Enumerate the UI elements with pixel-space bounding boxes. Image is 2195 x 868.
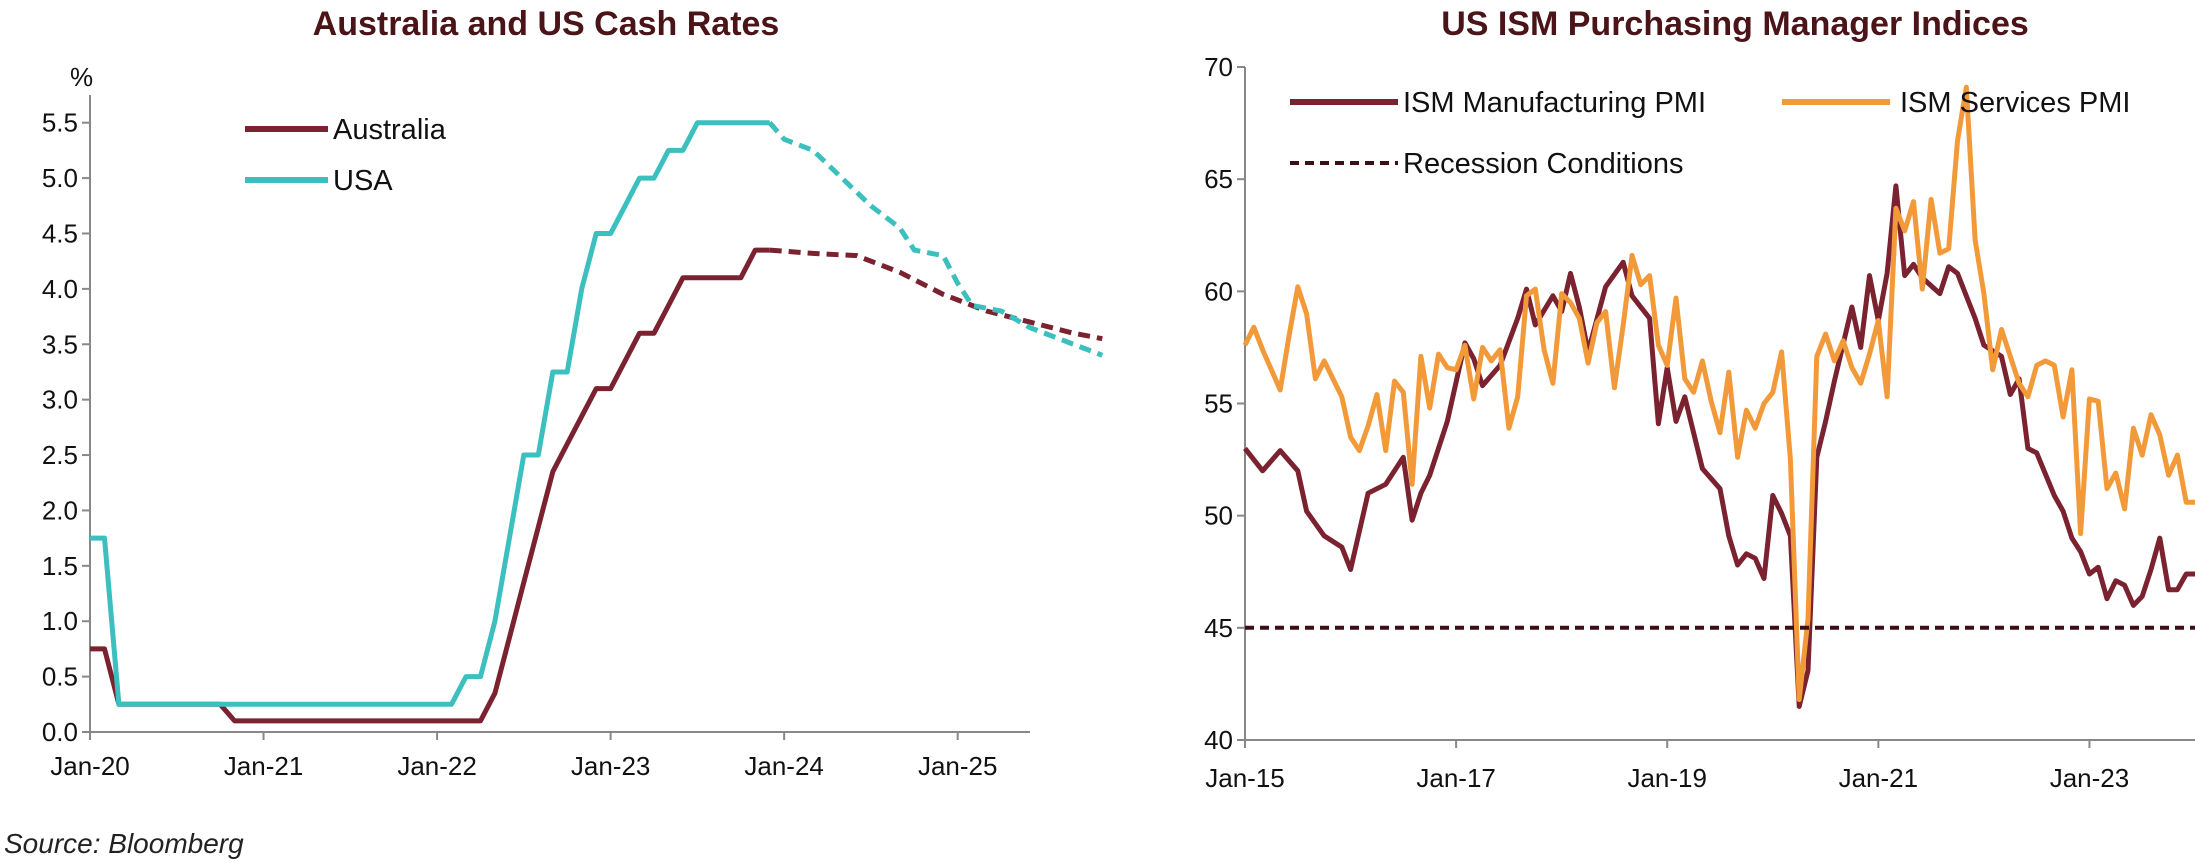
cash-rates-x-axis: Jan-20 Jan-21 Jan-22 Jan-23 Jan-24 Jan-25	[50, 732, 997, 781]
cash-rates-y-tick-label: 2.5	[42, 440, 78, 470]
series-line-ism-services-pmi	[1242, 84, 2195, 703]
cash-rates-title: Australia and US Cash Rates	[313, 5, 780, 43]
legend-label-ism-services: ISM Services PMI	[1900, 87, 2130, 119]
series-line-ism-manufacturing-pmi	[1243, 183, 2195, 709]
ism-pmi-y-tick-label: 60	[1204, 276, 1233, 306]
legend-label-australia: Australia	[333, 114, 447, 146]
cash-rates-y-tick-label: 1.5	[42, 551, 78, 581]
series-line-usa	[90, 120, 770, 707]
ism-pmi-y-tick-label: 40	[1204, 725, 1233, 755]
cash-rates-x-tick-label: Jan-20	[50, 751, 130, 781]
cash-rates-series	[90, 120, 1104, 724]
cash-rates-y-tick-label: 5.5	[42, 108, 78, 138]
ism-pmi-title: US ISM Purchasing Manager Indices	[1441, 5, 2029, 43]
cash-rates-unit-label: %	[70, 62, 93, 92]
ism-pmi-x-tick-label: Jan-15	[1205, 763, 1285, 793]
cash-rates-y-tick-label: 0.0	[42, 717, 78, 747]
cash-rates-y-tick-label: 5.0	[42, 163, 78, 193]
cash-rates-legend: Australia USA	[245, 114, 447, 197]
cash-rates-y-tick-label: 4.5	[42, 218, 78, 248]
ism-pmi-y-tick-label: 70	[1204, 52, 1233, 82]
ism-pmi-x-tick-label: Jan-23	[2050, 763, 2130, 793]
ism-pmi-chart: US ISM Purchasing Manager Indices 40 45 50…	[1204, 5, 2195, 793]
ism-pmi-x-tick-label: Jan-21	[1839, 763, 1919, 793]
cash-rates-y-tick-label: 0.5	[42, 662, 78, 692]
cash-rates-y-tick-label: 3.0	[42, 385, 78, 415]
cash-rates-y-axis: 0.0 0.5 1.0 1.5 2.0 2.5 3.0 3.5 4.0 4.5 5.0 5.5	[42, 108, 90, 747]
legend-item-australia: Australia	[245, 114, 447, 146]
ism-pmi-legend: ISM Manufacturing PMI ISM Services PMI R…	[1290, 87, 2130, 180]
series-forecast-line-usa	[767, 121, 1104, 358]
cash-rates-chart: Australia and US Cash Rates % 0.0 0.5 1.0 1…	[42, 5, 1104, 781]
legend-item-ism-manufacturing: ISM Manufacturing PMI	[1290, 87, 1706, 119]
legend-item-ism-services: ISM Services PMI	[1782, 87, 2130, 119]
cash-rates-x-tick-label: Jan-22	[397, 751, 477, 781]
cash-rates-x-tick-label: Jan-23	[571, 751, 651, 781]
ism-pmi-y-tick-label: 50	[1204, 501, 1233, 531]
ism-pmi-series	[1242, 84, 2195, 709]
legend-item-usa: USA	[245, 165, 393, 197]
ism-pmi-x-tick-label: Jan-19	[1627, 763, 1707, 793]
cash-rates-y-tick-label: 4.0	[42, 274, 78, 304]
ism-pmi-x-axis: Jan-15 Jan-17 Jan-19 Jan-21 Jan-23	[1205, 740, 2129, 793]
ism-pmi-y-axis: 40 45 50 55 60 65 70	[1204, 52, 1245, 755]
ism-pmi-x-tick-label: Jan-17	[1416, 763, 1496, 793]
cash-rates-x-tick-label: Jan-25	[918, 751, 998, 781]
cash-rates-y-tick-label: 2.0	[42, 495, 78, 525]
source-note: Source: Bloomberg	[4, 828, 244, 859]
ism-pmi-y-tick-label: 55	[1204, 389, 1233, 419]
cash-rates-y-tick-label: 1.0	[42, 606, 78, 636]
series-line-australia	[90, 247, 770, 724]
legend-label-ism-manufacturing: ISM Manufacturing PMI	[1403, 87, 1706, 119]
legend-label-recession: Recession Conditions	[1403, 148, 1683, 180]
legend-label-usa: USA	[333, 165, 393, 197]
series-forecast-line-australia	[769, 247, 1103, 342]
legend-item-recession: Recession Conditions	[1290, 148, 1683, 180]
cash-rates-x-tick-label: Jan-24	[744, 751, 824, 781]
ism-pmi-y-tick-label: 45	[1204, 613, 1233, 643]
cash-rates-y-tick-label: 3.5	[42, 329, 78, 359]
ism-pmi-y-tick-label: 65	[1204, 164, 1233, 194]
cash-rates-x-tick-label: Jan-21	[224, 751, 304, 781]
